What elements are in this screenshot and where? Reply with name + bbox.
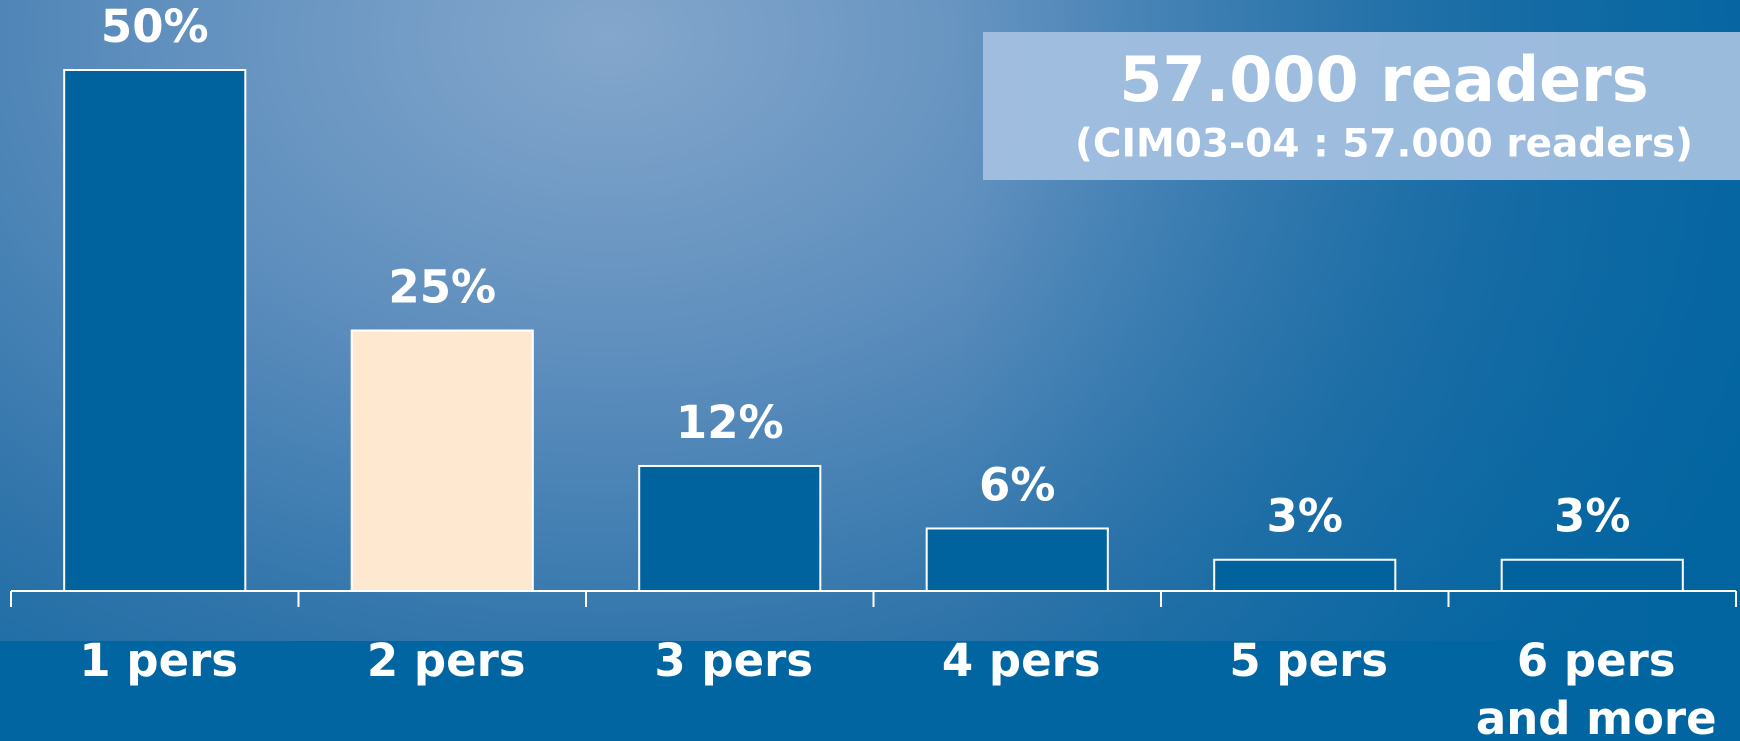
value-label: 3%: [1554, 490, 1630, 543]
x-tick-label-line: and more: [1476, 692, 1717, 741]
x-tick-label: 3 pers: [654, 634, 813, 687]
bar: [925, 527, 1109, 592]
bar: [63, 69, 247, 592]
x-tick-label: 2 pers: [367, 634, 526, 687]
x-tick-label: 1 pers: [79, 634, 238, 687]
x-tick-label: 4 pers: [942, 634, 1101, 687]
bar: [638, 464, 822, 592]
value-label: 12%: [676, 396, 784, 449]
chart-subtitle: (CIM03-04 : 57.000 readers): [1075, 122, 1693, 167]
value-label: 25%: [388, 261, 496, 314]
title-box: [983, 32, 1740, 180]
value-label: 3%: [1267, 490, 1343, 543]
x-tick-label: 6 pers and more: [1476, 634, 1717, 741]
x-tick-label-line: 6 pers: [1517, 634, 1676, 687]
bar: [1500, 558, 1684, 592]
value-label: 6%: [979, 458, 1055, 511]
x-tick-label: 5 pers: [1229, 634, 1388, 687]
bar: [1213, 558, 1397, 592]
bottom-band: [0, 641, 1740, 741]
chart-title: 57.000 readers: [1119, 43, 1648, 116]
bar: [350, 329, 534, 592]
value-label: 50%: [101, 0, 209, 53]
